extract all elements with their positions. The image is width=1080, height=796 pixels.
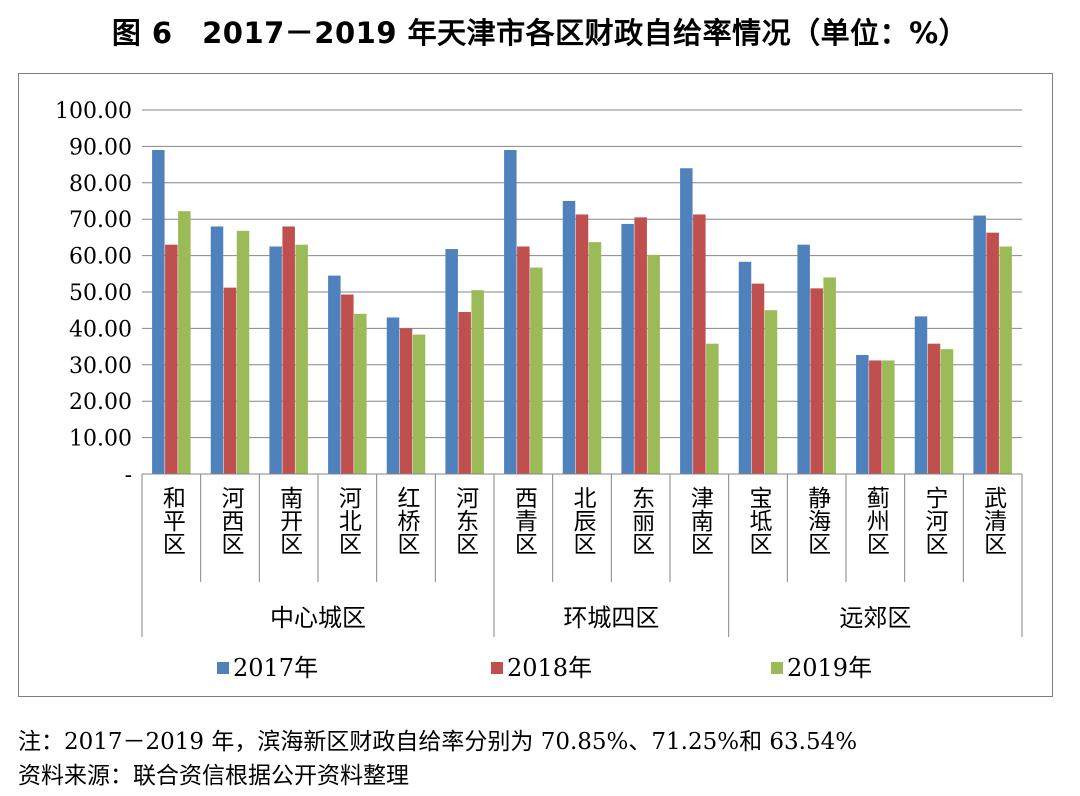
bar-2019年-津南区	[706, 343, 719, 474]
x-tick-label: 南开区	[276, 486, 303, 555]
bar-2017年-和平区	[152, 150, 165, 474]
bar-2019年-静海区	[823, 277, 836, 474]
bar-2019年-河西区	[236, 230, 250, 474]
bar-2018年-河西区	[223, 287, 237, 474]
group-label: 中心城区	[270, 604, 366, 632]
y-tick-label: 60.00	[69, 245, 132, 270]
y-tick-label: 40.00	[69, 317, 132, 342]
y-tick-label: 50.00	[69, 281, 132, 306]
bar-2019年-河东区	[471, 290, 484, 474]
y-tick-label: 70.00	[69, 208, 132, 233]
bar-2018年-河北区	[341, 294, 354, 474]
bar-2019年-宁河区	[940, 349, 954, 474]
x-tick-label: 津南区	[686, 486, 714, 555]
group-label: 远郊区	[839, 604, 911, 632]
bar-2019年-东丽区	[647, 254, 660, 474]
y-tick-label: -	[125, 463, 132, 488]
bar-2019年-蓟州区	[882, 360, 895, 474]
y-tick-label: 80.00	[69, 172, 132, 197]
x-tick-label: 河西区	[217, 486, 245, 555]
bar-2017年-南开区	[269, 246, 282, 474]
bar-2017年-静海区	[797, 244, 810, 474]
y-tick-label: 90.00	[69, 135, 132, 160]
bar-2017年-宁河区	[914, 316, 928, 474]
bar-2017年-河北区	[328, 275, 341, 474]
bar-2017年-红桥区	[386, 317, 400, 474]
x-tick-label: 蓟州区	[862, 486, 890, 555]
x-tick-label: 北辰区	[569, 486, 597, 555]
x-tick-label: 东丽区	[628, 486, 655, 555]
bar-2018年-北辰区	[575, 214, 589, 474]
bar-2018年-宁河区	[927, 343, 941, 474]
legend-label: 2018年	[507, 654, 592, 682]
bar-chart: - 10.00 20.00 30.00 40.00 50.00 60.00 70.00 80.0…	[55, 99, 1023, 682]
x-tick-label: 西青区	[510, 486, 537, 555]
bar-2018年-东丽区	[634, 217, 647, 474]
bar-2018年-武清区	[986, 232, 999, 474]
x-tick-label: 河北区	[334, 486, 362, 555]
bar-2018年-蓟州区	[869, 360, 882, 474]
bar-2017年-津南区	[680, 168, 693, 474]
bar-2017年-东丽区	[621, 223, 634, 474]
bar-2019年-宝坻区	[764, 310, 778, 474]
x-tick-label: 武清区	[980, 486, 1008, 555]
legend-swatch-2017年	[217, 662, 229, 674]
chart-title: 图 6 2017－2019 年天津市各区财政自给率情况（单位：%）	[111, 16, 969, 50]
bar-2017年-蓟州区	[856, 354, 869, 474]
source-note: 资料来源：联合资信根据公开资料整理	[18, 763, 409, 789]
bar-2019年-北辰区	[588, 242, 602, 474]
bar-2019年-和平区	[178, 211, 191, 474]
x-tick-label: 和平区	[158, 486, 186, 555]
bar-2017年-宝坻区	[738, 261, 752, 474]
bar-2017年-河西区	[210, 226, 224, 474]
bar-2018年-和平区	[165, 244, 178, 474]
footnote: 注：2017－2019 年，滨海新区财政自给率分别为 70.85%、71.25%…	[18, 729, 858, 755]
bar-2019年-河北区	[354, 313, 367, 474]
bar-2019年-西青区	[530, 267, 543, 474]
x-tick-label: 静海区	[804, 486, 832, 555]
legend-label: 2019年	[787, 654, 872, 682]
x-tick-label: 河东区	[452, 486, 480, 555]
bar-2019年-武清区	[999, 246, 1012, 474]
bar-2018年-河东区	[458, 312, 471, 474]
y-tick-label: 20.00	[69, 390, 132, 415]
bar-2018年-南开区	[282, 226, 295, 474]
chart-frame: - 10.00 20.00 30.00 40.00 50.00 60.00 70.00 80.0…	[18, 73, 1053, 697]
bar-2018年-津南区	[693, 214, 706, 474]
bar-2018年-宝坻区	[751, 283, 765, 474]
bar-2018年-静海区	[810, 288, 823, 474]
bar-2019年-南开区	[295, 244, 308, 474]
bar-2017年-河东区	[445, 249, 458, 474]
bar-2018年-红桥区	[399, 328, 413, 474]
bar-2017年-武清区	[973, 215, 986, 474]
legend-label: 2017年	[233, 654, 318, 682]
legend-swatch-2019年	[771, 662, 783, 674]
bar-2018年-西青区	[517, 246, 530, 474]
y-tick-label: 10.00	[69, 427, 132, 452]
x-tick-label: 宝坻区	[745, 486, 773, 555]
bar-2017年-北辰区	[562, 201, 576, 474]
y-tick-label: 100.00	[55, 99, 132, 124]
y-tick-label: 30.00	[69, 354, 132, 379]
bar-2017年-西青区	[504, 150, 517, 474]
group-label: 环城四区	[563, 604, 659, 632]
legend-swatch-2018年	[491, 662, 503, 674]
x-tick-label: 宁河区	[921, 486, 949, 555]
bar-2019年-红桥区	[412, 334, 426, 474]
x-tick-label: 红桥区	[393, 486, 421, 555]
